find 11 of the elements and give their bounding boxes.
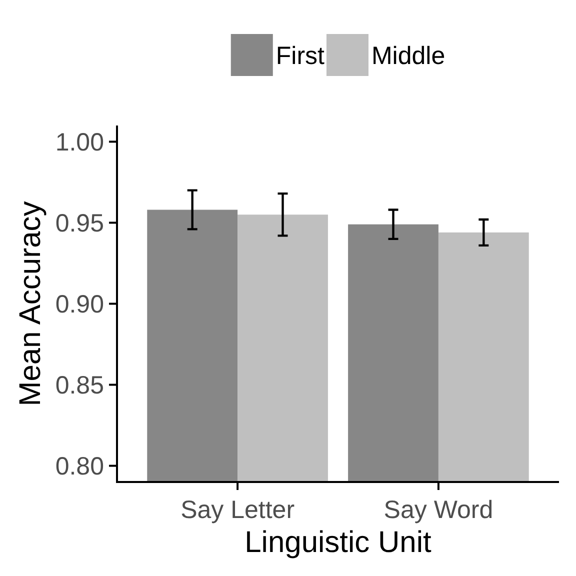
y-tick-label: 1.00	[55, 128, 104, 156]
legend-label: Middle	[371, 42, 446, 70]
y-tick-label: 0.80	[55, 452, 104, 481]
y-tick-label: 0.85	[55, 372, 104, 400]
y-tick-label: 0.90	[55, 290, 104, 318]
x-axis-title: Linguistic Unit	[244, 526, 432, 559]
y-tick-label: 0.95	[55, 209, 104, 238]
x-tick-label: Say Word	[384, 496, 494, 524]
x-tick-label: Say Letter	[180, 496, 295, 524]
legend-label: First	[276, 42, 325, 70]
y-axis-title: Mean Accuracy	[14, 201, 47, 406]
